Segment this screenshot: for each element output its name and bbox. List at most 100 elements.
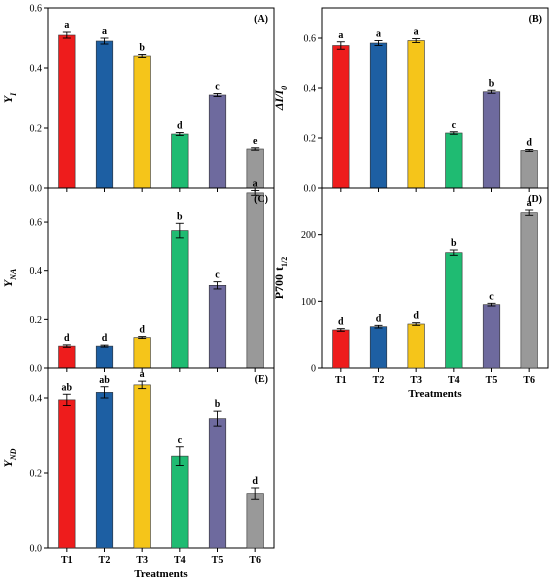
- significance-letter-c-t5: c: [215, 270, 220, 281]
- significance-letter-c-t1: d: [64, 333, 70, 344]
- significance-letter-d-t1: d: [338, 317, 344, 328]
- bar-a-t2: [95, 40, 114, 189]
- bar-e-t4: [171, 455, 189, 549]
- y-axis-label-main-e: Y: [1, 458, 15, 467]
- y-tick-label-e: 0.2: [30, 469, 43, 480]
- significance-letter-b-t2: a: [376, 29, 381, 40]
- panel-label-a: (A): [254, 14, 268, 25]
- y-tick-label-d: 100: [301, 297, 316, 308]
- panel-label-d: (D): [528, 194, 542, 205]
- y-axis-label-subscript-b: 0: [280, 86, 289, 90]
- panel-label-e: (E): [255, 374, 268, 385]
- y-tick-label-b: 0.2: [304, 134, 317, 145]
- y-axis-label-main-b: ΔI/I: [272, 89, 286, 112]
- axes-frame-c: [47, 187, 275, 369]
- axes-frame-a: [47, 7, 275, 189]
- x-tick-label-d-t1: T1: [335, 375, 347, 386]
- bar-b-t6: [520, 150, 538, 189]
- significance-letter-b-t5: b: [489, 78, 495, 89]
- significance-letter-a-t3: b: [139, 43, 145, 54]
- panel-label-b: (B): [529, 14, 542, 25]
- significance-letter-e-t5: b: [215, 399, 221, 410]
- bar-b-t5: [482, 91, 501, 189]
- bar-d-t6: [520, 212, 538, 369]
- bar-a-t5: [208, 94, 227, 189]
- y-tick-label-a: 0.2: [30, 124, 43, 135]
- y-axis-label-main-c: Y: [1, 278, 15, 287]
- x-tick-label-d-t6: T6: [523, 375, 535, 386]
- y-tick-label-b: 0.6: [304, 34, 317, 45]
- axes-frame-b: [321, 7, 549, 189]
- chart-panel-a: 0.0 0.2 0.4 0.6 a a b d c e (A) YI: [1, 4, 275, 195]
- y-axis-label-c: YNA: [1, 268, 18, 287]
- significance-letter-b-t1: a: [338, 30, 343, 41]
- bar-d-t3: [407, 323, 425, 369]
- y-axis-label-subscript-d: 1/2: [280, 257, 289, 267]
- chart-panel-c: 0.0 0.2 0.4 0.6 d d d b c a (C) YNA: [1, 178, 275, 375]
- x-tick-label-d-t5: T5: [486, 375, 498, 386]
- y-tick-label-a: 0.4: [30, 64, 43, 75]
- x-axis-label-d: Treatments: [408, 388, 462, 400]
- y-tick-label-e: 0.0: [30, 544, 43, 555]
- significance-letter-b-t3: a: [414, 27, 419, 38]
- y-axis-label-subscript-c: NA: [9, 268, 18, 281]
- y-tick-label-d: 0: [311, 364, 316, 375]
- significance-letter-d-t5: c: [489, 291, 494, 302]
- y-tick-label-b: 0.0: [304, 184, 317, 195]
- y-axis-label-main-a: Y: [1, 94, 15, 103]
- x-tick-label-e-t4: T4: [174, 555, 186, 566]
- bar-c-t2: [95, 345, 114, 369]
- significance-letter-a-t2: a: [102, 26, 107, 37]
- significance-letter-a-t1: a: [64, 20, 69, 31]
- significance-letter-d-t3: d: [413, 311, 419, 322]
- x-tick-label-d-t3: T3: [410, 375, 422, 386]
- significance-letter-d-t6: a: [527, 198, 532, 209]
- significance-letter-c-t4: b: [177, 211, 183, 222]
- bar-c-t4: [171, 230, 189, 369]
- y-axis-label-b: ΔI/I0: [272, 86, 289, 111]
- x-tick-label-d-t2: T2: [373, 375, 385, 386]
- bar-c-t1: [58, 345, 76, 369]
- significance-letter-e-t2: ab: [99, 375, 110, 386]
- x-tick-label-e-t1: T1: [61, 555, 73, 566]
- chart-panel-b: 0.0 0.2 0.4 0.6 a a a c b d (B) ΔI/I0: [272, 7, 549, 195]
- y-axis-label-subscript-e: ND: [9, 448, 18, 461]
- x-tick-label-e-t2: T2: [99, 555, 111, 566]
- significance-letter-a-t5: c: [215, 82, 220, 93]
- bar-d-t2: [369, 326, 388, 369]
- bar-d-t1: [332, 329, 350, 369]
- y-axis-label-subscript-a: I: [9, 92, 18, 97]
- chart-panel-e: 0.0 0.2 0.4 ab T1 ab T2 a T3 c T4 b T5 d T6 (E) YND Treat…: [1, 367, 275, 580]
- significance-letter-c-t6: a: [253, 178, 258, 189]
- bar-e-t1: [58, 399, 76, 549]
- bar-b-t2: [369, 42, 388, 189]
- bar-c-t6: [246, 192, 264, 369]
- axes-frame-d: [321, 187, 549, 369]
- y-tick-label-e: 0.4: [30, 394, 43, 405]
- y-tick-label-a: 0.0: [30, 184, 43, 195]
- bar-c-t5: [208, 284, 227, 369]
- significance-letter-d-t2: d: [376, 313, 382, 324]
- significance-letter-c-t2: d: [102, 333, 108, 344]
- bar-d-t4: [445, 252, 463, 369]
- axes-frame-e: [47, 367, 275, 549]
- bar-b-t1: [332, 45, 350, 189]
- x-tick-label-e-t5: T5: [212, 555, 224, 566]
- x-tick-label-e-t3: T3: [136, 555, 148, 566]
- y-tick-label-b: 0.4: [304, 84, 317, 95]
- significance-letter-b-t4: c: [452, 120, 457, 131]
- bar-e-t6: [246, 493, 264, 549]
- bar-b-t4: [445, 132, 463, 189]
- significance-letter-e-t6: d: [252, 476, 258, 487]
- panel-label-c: (C): [254, 194, 268, 205]
- bar-a-t4: [171, 133, 189, 189]
- bar-d-t5: [482, 304, 501, 369]
- significance-letter-b-t6: d: [526, 138, 532, 149]
- significance-letter-a-t4: d: [177, 121, 183, 132]
- y-tick-label-a: 0.6: [30, 4, 43, 15]
- bar-e-t3: [133, 384, 151, 549]
- bar-a-t3: [133, 55, 151, 189]
- bar-b-t3: [407, 40, 425, 189]
- bar-c-t3: [133, 337, 151, 369]
- significance-letter-c-t3: d: [139, 325, 145, 336]
